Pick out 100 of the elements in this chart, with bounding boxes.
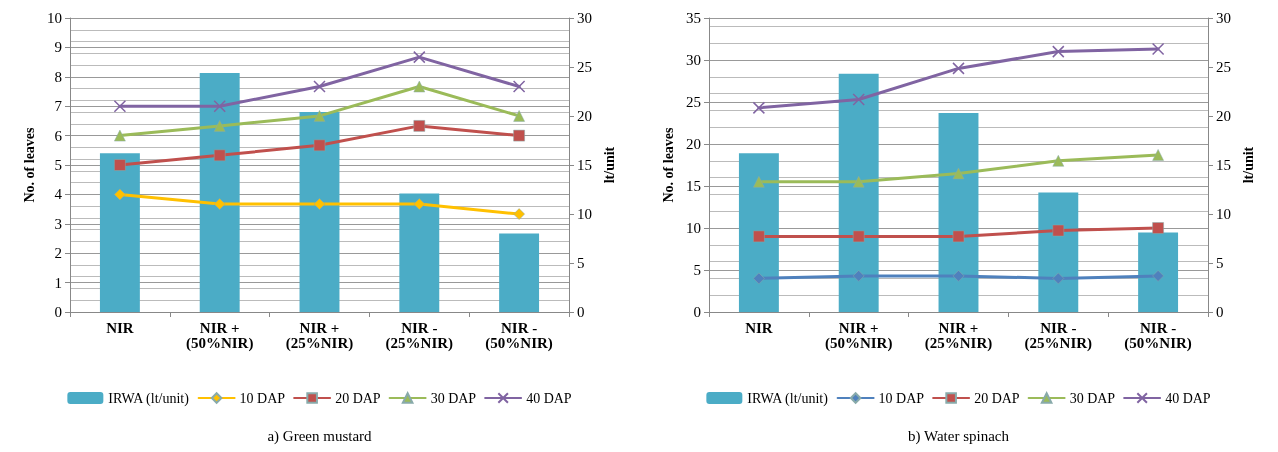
x-tick-label: NIR bbox=[106, 319, 134, 336]
legend-label: 30 DAP bbox=[430, 390, 477, 406]
point bbox=[114, 129, 126, 142]
point bbox=[753, 230, 765, 243]
bar bbox=[299, 112, 340, 312]
y-tick-label: 15 bbox=[686, 178, 701, 194]
y2-axis-title: lt/unit bbox=[602, 146, 618, 184]
point bbox=[213, 149, 226, 162]
point bbox=[313, 80, 326, 93]
point bbox=[852, 93, 865, 106]
y-tick-label: 7 bbox=[54, 98, 63, 115]
point bbox=[213, 120, 226, 132]
point bbox=[1152, 149, 1164, 161]
y-tick-label: 0 bbox=[54, 304, 62, 320]
y-tick-label: 5 bbox=[54, 157, 62, 173]
point bbox=[852, 176, 865, 188]
x-tick-label: NIR - (25%NIR) bbox=[385, 319, 454, 352]
point bbox=[952, 270, 965, 282]
point bbox=[513, 129, 525, 142]
point bbox=[753, 272, 765, 285]
point bbox=[213, 198, 226, 210]
x-tick-label: NIR + (50%NIR) bbox=[185, 319, 254, 352]
point bbox=[1052, 155, 1065, 167]
legend-label: 40 DAP bbox=[526, 390, 572, 406]
y-tick-label: 4 bbox=[54, 186, 63, 203]
x-tick-label: NIR - (50%NIR) bbox=[1124, 319, 1192, 352]
point bbox=[513, 208, 525, 220]
point bbox=[413, 120, 426, 132]
legend-label: 30 DAP bbox=[1069, 390, 1116, 406]
text: a) Green mustard bbox=[267, 427, 373, 445]
bar bbox=[499, 233, 540, 312]
text: b) Water spinach bbox=[908, 427, 1010, 445]
y2-tick-label: 5 bbox=[1216, 255, 1224, 271]
x-tick-label: NIR + (25%NIR) bbox=[924, 319, 993, 352]
x-tick-label: NIR + (50%NIR) bbox=[824, 319, 893, 352]
point bbox=[313, 110, 326, 122]
y2-tick-label: 0 bbox=[1216, 304, 1224, 320]
y2-tick-label: 20 bbox=[1216, 108, 1231, 124]
y2-tick-label: 25 bbox=[577, 59, 592, 75]
point bbox=[752, 101, 766, 115]
y2-tick-label: 25 bbox=[1216, 59, 1231, 75]
point bbox=[1052, 272, 1065, 285]
point bbox=[513, 110, 525, 122]
bar bbox=[738, 153, 779, 312]
y-tick-label: 1 bbox=[54, 274, 62, 291]
point bbox=[753, 176, 765, 188]
y2-tick-label: 10 bbox=[1216, 206, 1231, 222]
bar bbox=[938, 113, 979, 312]
y-tick-label: 25 bbox=[686, 94, 701, 110]
y2-axis-title: lt/unit bbox=[1241, 146, 1257, 184]
y-tick-label: 10 bbox=[47, 10, 62, 26]
y2-tick-label: 5 bbox=[577, 255, 585, 271]
y2-tick-label: 15 bbox=[1216, 157, 1231, 173]
y2-tick-label: 0 bbox=[577, 304, 585, 320]
y-tick-label: 10 bbox=[686, 220, 701, 236]
bar bbox=[1138, 232, 1179, 312]
legend-label: 10 DAP bbox=[878, 390, 925, 406]
point bbox=[512, 80, 526, 93]
point bbox=[413, 50, 426, 64]
y-tick-label: 5 bbox=[693, 262, 701, 278]
point bbox=[1052, 45, 1065, 58]
bar bbox=[99, 153, 140, 312]
point bbox=[213, 99, 226, 113]
point bbox=[1151, 42, 1165, 56]
point bbox=[1152, 270, 1164, 282]
y-tick-label: 3 bbox=[54, 215, 62, 232]
y-axis-title: No. of leaves bbox=[21, 126, 37, 203]
y2-tick-label: 30 bbox=[1216, 10, 1231, 26]
legend-label: 20 DAP bbox=[974, 390, 1020, 406]
x-tick-label: NIR + (25%NIR) bbox=[285, 319, 354, 352]
point bbox=[852, 270, 865, 282]
y-tick-label: 30 bbox=[686, 52, 701, 68]
y-tick-label: 20 bbox=[686, 136, 701, 152]
point bbox=[113, 99, 127, 113]
bar bbox=[399, 193, 440, 312]
point bbox=[413, 80, 426, 93]
y2-tick-label: 15 bbox=[577, 157, 592, 173]
point bbox=[313, 139, 326, 152]
legend-label: IRWA (lt/unit) bbox=[108, 390, 190, 407]
point bbox=[852, 230, 865, 243]
point bbox=[413, 198, 426, 210]
legend-label: IRWA (lt/unit) bbox=[747, 390, 829, 407]
point bbox=[952, 167, 965, 180]
y-tick-label: 2 bbox=[54, 245, 62, 262]
point bbox=[952, 230, 965, 243]
point bbox=[313, 198, 326, 210]
legend-label: 10 DAP bbox=[239, 390, 286, 406]
y-tick-label: 9 bbox=[54, 39, 62, 56]
y2-tick-label: 10 bbox=[577, 206, 592, 222]
bar bbox=[1038, 192, 1079, 312]
y-tick-label: 6 bbox=[54, 127, 63, 144]
point bbox=[1052, 224, 1065, 237]
x-tick-label: NIR - (50%NIR) bbox=[485, 319, 553, 352]
legend-label: 40 DAP bbox=[1165, 390, 1211, 406]
x-tick-label: NIR bbox=[745, 319, 773, 336]
point bbox=[952, 62, 965, 75]
x-tick-label: NIR - (25%NIR) bbox=[1024, 319, 1093, 352]
y-tick-label: 8 bbox=[54, 68, 62, 85]
bar bbox=[838, 73, 879, 312]
y-tick-label: 0 bbox=[693, 304, 701, 320]
